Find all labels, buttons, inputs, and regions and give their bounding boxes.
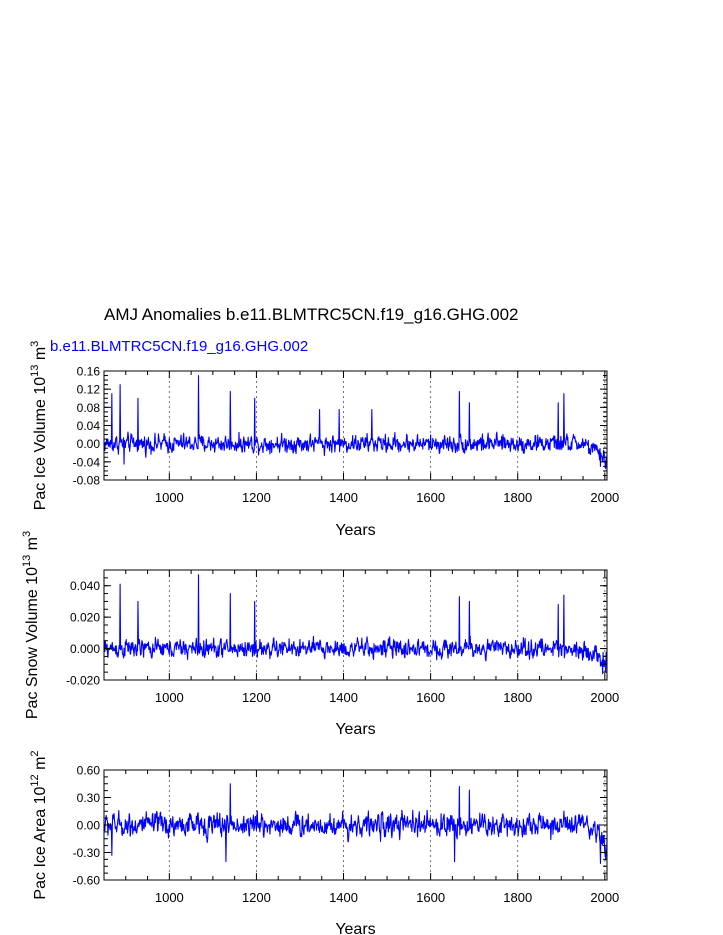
y-tick-label: 0.08 bbox=[77, 401, 101, 415]
y-tick-label: 0.60 bbox=[77, 764, 101, 778]
y-tick-label: -0.04 bbox=[73, 455, 101, 469]
x-tick-label: 1000 bbox=[155, 690, 184, 705]
x-tick-label: 1200 bbox=[242, 890, 271, 905]
series-line bbox=[103, 783, 608, 865]
series-line bbox=[103, 374, 608, 470]
x-tick-label: 1200 bbox=[242, 690, 271, 705]
y-tick-label: 0.040 bbox=[70, 579, 100, 593]
series-line bbox=[103, 574, 608, 675]
case-label: b.e11.BLMTRC5CN.f19_g16.GHG.002 bbox=[50, 338, 309, 355]
y-tick-label: -0.020 bbox=[66, 674, 100, 688]
x-axis-label: Years bbox=[335, 522, 375, 539]
y-axis-label: Pac Ice Area 1012 m2 bbox=[29, 750, 49, 899]
panel-pac-ice-volume: 1000 1200 1400 1600 1800 2000 -0.08 -0.04 0.00 0.… bbox=[29, 341, 619, 539]
y-tick-label: 0.30 bbox=[77, 791, 101, 805]
page-title: AMJ Anomalies b.e11.BLMTRC5CN.f19_g16.GH… bbox=[104, 305, 519, 324]
x-tick-label: 2000 bbox=[590, 690, 619, 705]
y-axis-label: Pac Snow Volume 1013 m3 bbox=[21, 531, 41, 719]
x-tick-label: 1400 bbox=[329, 490, 358, 505]
x-tick-label: 1800 bbox=[503, 890, 532, 905]
panel-pac-snow-volume: 1000 1200 1400 1600 1800 2000 -0.020 0.000 0.020… bbox=[21, 531, 619, 738]
x-tick-label: 1400 bbox=[329, 890, 358, 905]
plot-frame bbox=[103, 569, 608, 681]
y-tick-label: -0.60 bbox=[73, 874, 101, 888]
y-tick-label: 0.12 bbox=[77, 383, 101, 397]
x-tick-label: 1000 bbox=[155, 890, 184, 905]
y-tick-label: -0.30 bbox=[73, 846, 101, 860]
x-tick-label: 1400 bbox=[329, 690, 358, 705]
y-axis-label: Pac Ice Volume 1013 m3 bbox=[29, 341, 49, 511]
y-tick-label: 0.00 bbox=[77, 437, 101, 451]
y-tick-label: 0.16 bbox=[77, 365, 101, 379]
panel-pac-ice-area: 1000 1200 1400 1600 1800 2000 -0.60 -0.30 0.00 0.… bbox=[29, 750, 619, 935]
x-axis-label: Years bbox=[335, 721, 375, 738]
x-tick-label: 2000 bbox=[590, 490, 619, 505]
x-tick-label: 1800 bbox=[503, 490, 532, 505]
x-tick-label: 1600 bbox=[416, 890, 445, 905]
y-tick-label: 0.020 bbox=[70, 611, 100, 625]
x-axis-label: Years bbox=[335, 921, 375, 935]
x-tick-label: 1600 bbox=[416, 490, 445, 505]
x-tick-label: 1800 bbox=[503, 690, 532, 705]
y-tick-label: 0.00 bbox=[77, 819, 101, 833]
y-tick-label: 0.000 bbox=[70, 642, 100, 656]
x-tick-label: 1000 bbox=[155, 490, 184, 505]
x-tick-label: 1200 bbox=[242, 490, 271, 505]
x-tick-label: 2000 bbox=[590, 890, 619, 905]
y-tick-label: -0.08 bbox=[73, 474, 101, 488]
y-tick-label: 0.04 bbox=[77, 419, 101, 433]
x-tick-label: 1600 bbox=[416, 690, 445, 705]
plot-frame bbox=[103, 370, 608, 481]
